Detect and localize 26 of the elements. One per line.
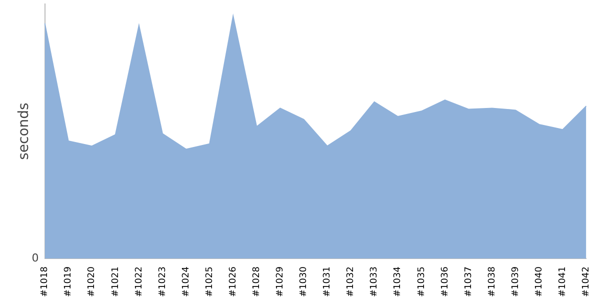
x-tick-label: #1020 xyxy=(87,266,98,298)
y-axis-title: seconds xyxy=(16,102,32,160)
x-tick-label: #1033 xyxy=(370,266,380,298)
x-tick-label: #1025 xyxy=(204,266,215,298)
x-tick-label: #1029 xyxy=(276,266,286,298)
text: 0 xyxy=(32,251,39,264)
x-tick-label: #1030 xyxy=(299,266,310,298)
x-tick-label: #1039 xyxy=(510,266,521,298)
x-tick-label: #1034 xyxy=(393,266,404,298)
x-tick-label: #1021 xyxy=(110,266,121,298)
x-tick-label: #1019 xyxy=(64,266,74,298)
x-tick-label: #1042 xyxy=(582,266,592,298)
x-tick-label: #1028 xyxy=(252,266,262,298)
x-tick-label: #1038 xyxy=(487,266,498,298)
x-tick-label: #1023 xyxy=(158,266,168,298)
x-tick-label: #1024 xyxy=(181,266,192,298)
x-tick-label: #1031 xyxy=(322,266,333,298)
x-tick-label: #1018 xyxy=(40,266,50,298)
x-tick-label: #1037 xyxy=(464,266,474,298)
x-tick-label: #1041 xyxy=(558,266,568,298)
x-tick-label: #1022 xyxy=(134,266,144,298)
x-tick-label: #1040 xyxy=(534,266,544,298)
x-tick-label: #1032 xyxy=(346,266,356,298)
x-tick-label: #1036 xyxy=(440,266,450,298)
x-tick-label: #1035 xyxy=(416,266,427,298)
x-tick-label: #1026 xyxy=(228,266,238,298)
